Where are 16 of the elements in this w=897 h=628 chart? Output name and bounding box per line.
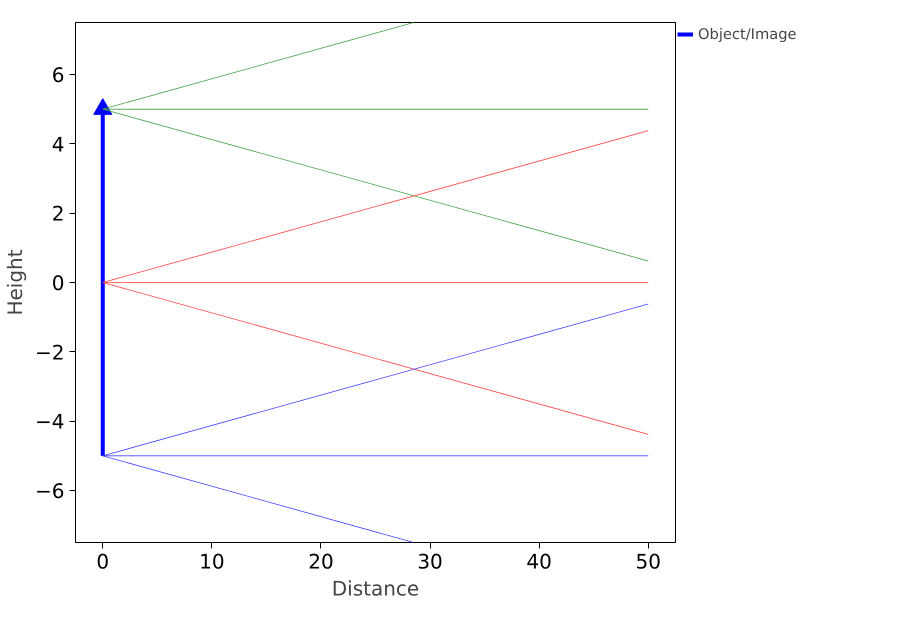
x-tick-label: 0 — [96, 550, 110, 574]
x-tick-label: 10 — [199, 550, 225, 574]
y-tick-label: −2 — [35, 340, 64, 364]
y-tick-label: 4 — [52, 132, 65, 156]
legend-label: Object/Image — [698, 26, 797, 42]
y-tick-label: −4 — [35, 410, 64, 434]
x-axis-title: Distance — [332, 576, 420, 600]
y-tick-label: 2 — [52, 202, 65, 226]
y-tick-label: −6 — [35, 479, 64, 503]
x-tick-label: 40 — [526, 550, 552, 574]
x-tick-label: 30 — [417, 550, 443, 574]
y-tick-label: 0 — [52, 271, 65, 295]
x-tick-label: 50 — [636, 550, 661, 574]
x-tick-label: 20 — [308, 550, 334, 574]
y-tick-label: 6 — [52, 63, 65, 87]
y-axis-title: Height — [3, 249, 28, 316]
